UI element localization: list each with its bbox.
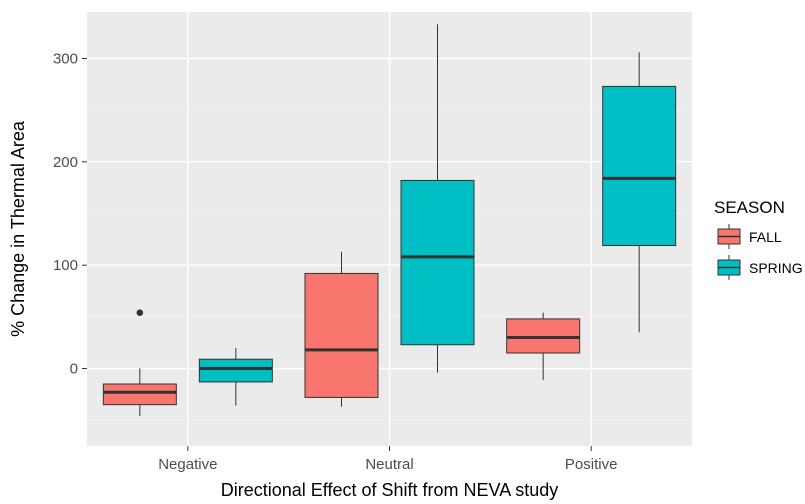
- box-iqr: [304, 272, 379, 398]
- legend-label-spring: SPRING: [749, 260, 803, 276]
- legend-key-spring: [717, 255, 741, 280]
- box-iqr: [198, 358, 273, 383]
- y-axis: 0 100 200 300: [53, 51, 87, 378]
- box-spring-negative: [198, 347, 273, 406]
- legend: SEASON FALL SPRING: [714, 198, 803, 280]
- x-tick-label: Positive: [565, 456, 618, 473]
- plot-panel: [87, 12, 692, 446]
- box-fall-negative: [102, 309, 177, 417]
- y-tick-label: 300: [53, 51, 78, 68]
- x-tick-label: Negative: [158, 456, 217, 473]
- y-tick-label: 0: [70, 361, 78, 378]
- box-fall-positive: [506, 312, 581, 380]
- box-spring-positive: [602, 52, 677, 333]
- legend-label-fall: FALL: [749, 229, 782, 245]
- box-iqr: [602, 85, 677, 247]
- box-fall-neutral: [304, 251, 379, 407]
- legend-key-fall: [717, 224, 741, 249]
- box-group: [102, 24, 677, 417]
- y-tick-label: 100: [53, 257, 78, 274]
- x-tick-label: Neutral: [365, 456, 413, 473]
- grid-major: [87, 12, 692, 446]
- legend-title: SEASON: [714, 198, 785, 217]
- box-spring-neutral: [400, 24, 475, 373]
- y-tick-label: 200: [53, 154, 78, 171]
- x-axis: Negative Neutral Positive: [158, 446, 617, 473]
- box-iqr: [102, 383, 177, 406]
- y-axis-title: % Change in Thermal Area: [8, 120, 28, 337]
- box-iqr: [506, 318, 581, 354]
- outlier-point: [136, 309, 144, 317]
- box-iqr: [400, 179, 475, 346]
- x-axis-title: Directional Effect of Shift from NEVA st…: [221, 480, 558, 500]
